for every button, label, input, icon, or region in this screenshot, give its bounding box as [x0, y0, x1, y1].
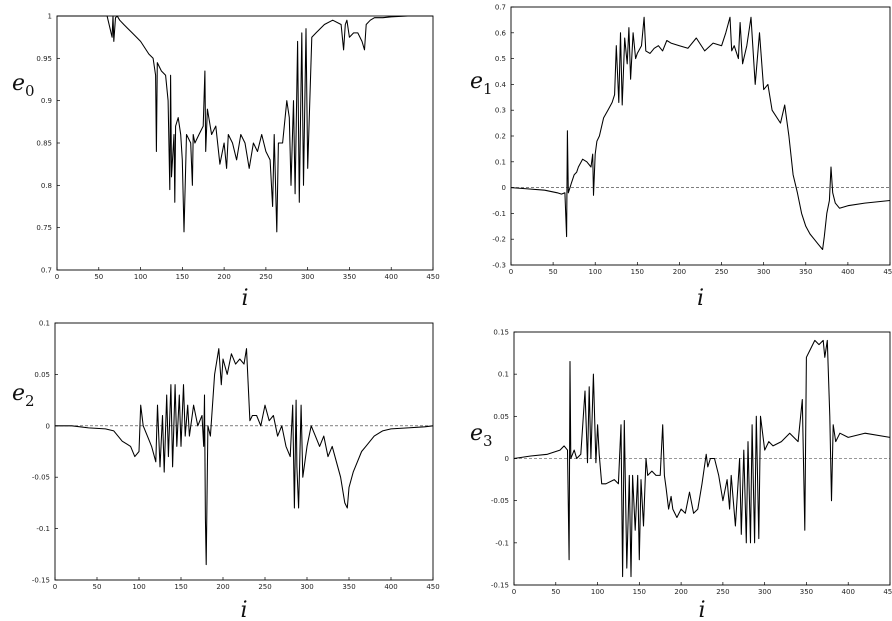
- y-tick-label: 0: [502, 184, 506, 192]
- x-tick-label: 150: [176, 273, 189, 281]
- y-axis-label-subscript: 1: [483, 80, 493, 98]
- x-tick-label: 450: [883, 588, 892, 596]
- y-tick-label: 0.75: [36, 224, 52, 232]
- x-tick-label: 0: [55, 273, 59, 281]
- series-line-e0: [57, 15, 433, 233]
- x-tick-label: 200: [673, 268, 686, 276]
- y-tick-label: -0.1: [492, 210, 506, 218]
- x-tick-label: 300: [300, 583, 313, 591]
- y-tick-label: 0.1: [495, 158, 506, 166]
- y-tick-label: -0.15: [491, 582, 509, 590]
- x-tick-label: 400: [841, 268, 854, 276]
- x-tick-label: 100: [589, 268, 602, 276]
- x-axis-label: i: [697, 286, 704, 311]
- y-axis-label: e: [12, 71, 25, 96]
- y-tick-label: 0: [505, 455, 509, 463]
- panel-e0: 0 50 100 150 200 250 300 350 400 450 0.7 0.75 0.8 0.8…: [12, 13, 440, 312]
- y-tick-label: -0.3: [492, 262, 506, 270]
- y-tick-label: 0.3: [495, 107, 506, 115]
- y-axis-label: e: [12, 381, 25, 406]
- x-axis-label: i: [698, 598, 705, 621]
- x-tick-label: 100: [132, 583, 145, 591]
- y-tick-label: 0.7: [495, 4, 506, 12]
- x-tick-label: 0: [53, 583, 57, 591]
- y-tick-label: 0.05: [34, 371, 50, 379]
- x-tick-label: 50: [93, 583, 102, 591]
- x-tick-label: 200: [217, 273, 230, 281]
- series-line-e1: [510, 16, 891, 251]
- y-tick-label: -0.1: [36, 525, 50, 533]
- y-axis-label: e: [470, 69, 483, 94]
- y-tick-label: 0.5: [495, 55, 506, 63]
- y-axis-label-subscript: 2: [25, 392, 35, 410]
- x-tick-label: 50: [94, 273, 103, 281]
- x-tick-label: 300: [301, 273, 314, 281]
- x-axis-label: i: [241, 286, 248, 311]
- x-tick-label: 50: [549, 268, 558, 276]
- y-tick-label: -0.15: [32, 577, 50, 585]
- y-tick-label: 0: [46, 422, 50, 430]
- y-tick-label: -0.05: [491, 497, 509, 505]
- y-tick-label: -0.2: [492, 236, 506, 244]
- x-tick-label: 350: [342, 583, 355, 591]
- x-tick-label: 350: [343, 273, 356, 281]
- x-tick-label: 400: [384, 583, 397, 591]
- x-tick-label: 450: [426, 583, 439, 591]
- x-tick-label: 250: [715, 268, 728, 276]
- x-tick-label: 100: [134, 273, 147, 281]
- y-tick-label: -0.05: [32, 474, 50, 482]
- y-tick-label: 0.7: [41, 267, 52, 275]
- panel-e2: 0 50 100 150 200 250 300 350 400 450 -0.15 -0.1 -0.0…: [12, 320, 440, 621]
- y-tick-label: 0.85: [36, 140, 52, 148]
- y-tick-label: 0.2: [495, 133, 506, 141]
- y-axis-label-subscript: 0: [25, 82, 35, 100]
- x-tick-label: 400: [385, 273, 398, 281]
- x-tick-label: 200: [674, 588, 687, 596]
- x-tick-label: 150: [174, 583, 187, 591]
- x-tick-label: 450: [426, 273, 439, 281]
- x-tick-label: 150: [633, 588, 646, 596]
- x-tick-label: 0: [512, 588, 516, 596]
- y-tick-label: 0.8: [41, 182, 52, 190]
- y-tick-label: 0.15: [493, 329, 509, 337]
- x-tick-label: 0: [509, 268, 513, 276]
- x-tick-label: 400: [842, 588, 855, 596]
- x-tick-label: 50: [551, 588, 560, 596]
- x-tick-label: 250: [716, 588, 729, 596]
- panel-e3: 0 50 100 150 200 250 300 350 400 450 -0.15 -0.1 -0.0…: [470, 329, 892, 621]
- x-tick-label: 250: [259, 273, 272, 281]
- panel-e1: 0 50 100 150 200 250 300 350 400 450 -0.3 -0.2 -0.1 0…: [470, 4, 892, 312]
- x-axis-label: i: [240, 598, 247, 621]
- y-tick-label: 0.4: [495, 81, 507, 89]
- y-axis-label-subscript: 3: [483, 432, 493, 450]
- x-tick-label: 200: [216, 583, 229, 591]
- x-tick-label: 300: [757, 268, 770, 276]
- y-tick-label: 0.05: [493, 413, 509, 421]
- x-tick-label: 450: [883, 268, 892, 276]
- series-line-e2: [55, 348, 434, 566]
- x-tick-label: 300: [758, 588, 771, 596]
- y-axis-label: e: [470, 421, 483, 446]
- y-tick-label: -0.1: [495, 539, 509, 547]
- x-tick-label: 100: [591, 588, 604, 596]
- y-tick-label: 1: [48, 13, 52, 21]
- x-tick-label: 350: [799, 268, 812, 276]
- x-tick-label: 250: [258, 583, 271, 591]
- plot-frame: [54, 322, 434, 581]
- y-tick-label: 0.1: [39, 320, 50, 328]
- x-tick-label: 350: [800, 588, 813, 596]
- x-tick-label: 150: [631, 268, 644, 276]
- y-tick-label: 0.95: [36, 55, 52, 63]
- y-tick-label: 0.9: [41, 97, 52, 105]
- series-line-e3: [513, 339, 891, 578]
- y-tick-label: 0.1: [498, 371, 509, 379]
- y-tick-label: 0.6: [495, 29, 507, 37]
